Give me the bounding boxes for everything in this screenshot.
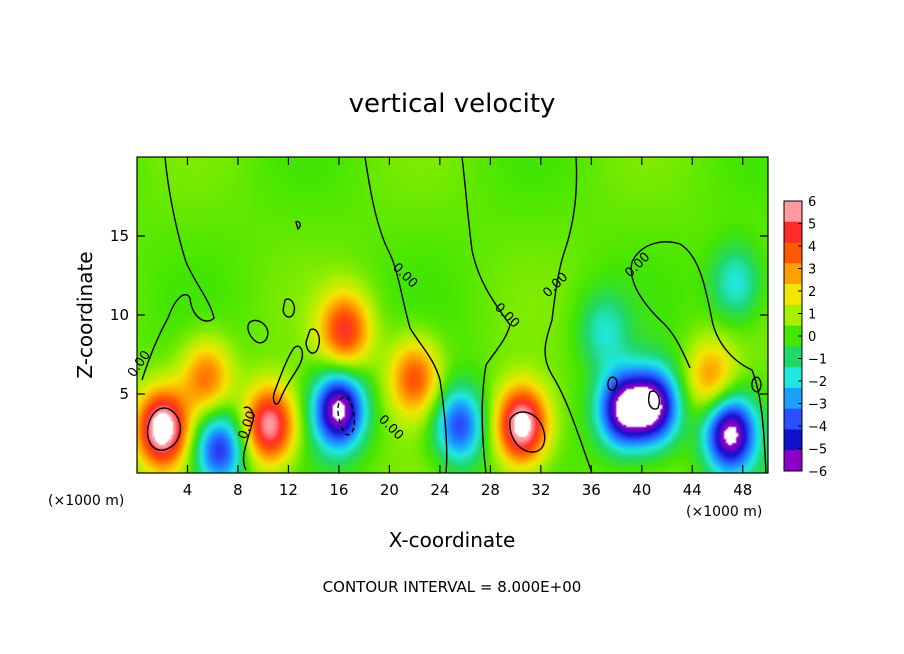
x-tick-label: 32 [531, 481, 550, 499]
x-tick-label: 8 [233, 481, 243, 499]
contour-line [630, 261, 691, 369]
colorbar-tick-label: −6 [808, 465, 827, 480]
colorbar-tick-label: −4 [808, 420, 827, 435]
colorbar-swatch [784, 408, 802, 430]
y-tick-label: 10 [110, 306, 129, 324]
contour-line [364, 157, 448, 473]
contour-lines [141, 157, 767, 473]
colorbar-tick-label: 1 [808, 308, 816, 323]
contour-line [461, 157, 511, 473]
contour-line [146, 407, 182, 451]
colorbar-swatch [784, 201, 802, 223]
contour-line [751, 376, 762, 393]
contour-line [272, 345, 304, 405]
colorbar-tick-label: 5 [808, 218, 816, 233]
y-axis-label: Z-coordinate [73, 251, 97, 378]
colorbar-tick-label: −1 [808, 353, 827, 368]
x-tick-label: 24 [430, 481, 449, 499]
contour-line [305, 328, 320, 354]
heatmap-image [137, 157, 768, 473]
colorbar-swatch [784, 346, 802, 368]
x-tick-label: 4 [183, 481, 193, 499]
colorbar-swatch [784, 325, 802, 347]
colorbar-tick-label: 4 [808, 240, 816, 255]
colorbar-swatch [784, 263, 802, 285]
contour-interval-note: CONTOUR INTERVAL = 8.000E+00 [323, 578, 582, 596]
colorbar-swatch [784, 242, 802, 264]
colorbar-swatch [784, 450, 802, 472]
x-tick-label: 20 [380, 481, 399, 499]
y-tick-label: 5 [119, 385, 129, 403]
colorbar-swatch [784, 367, 802, 389]
colorbar-tick-label: −2 [808, 375, 827, 390]
contour-line [242, 406, 254, 471]
contour-line [141, 157, 215, 381]
colorbar-tick-label: 3 [808, 263, 816, 278]
colorbar-tick-label: 6 [808, 195, 816, 210]
contour-line [544, 157, 593, 473]
x-unit-right: (×1000 m) [686, 504, 762, 520]
contour-line [607, 376, 618, 391]
x-tick-label: 12 [279, 481, 298, 499]
heatmap-field [137, 157, 768, 473]
colorbar-tick-label: 2 [808, 285, 816, 300]
contour-line [282, 298, 296, 318]
contour-line [631, 241, 767, 473]
x-tick-label: 28 [481, 481, 500, 499]
contour-line [295, 220, 301, 231]
x-tick-label: 48 [733, 481, 752, 499]
colorbar-tick-label: 0 [808, 330, 816, 345]
x-tick-label: 16 [329, 481, 348, 499]
colorbar: 6 5 4 3 2 1 0 −1 −2 −3 −4 −5 −6 [783, 195, 827, 480]
colorbar-swatch [784, 284, 802, 306]
chart-title: vertical velocity [349, 89, 556, 119]
colorbar-swatch [784, 304, 802, 327]
contour-line [648, 390, 660, 410]
x-tick-label: 44 [683, 481, 702, 499]
colorbar-tick-label: −5 [808, 443, 827, 458]
y-tick-label: 15 [110, 227, 129, 245]
x-axis: 4 8 12 16 20 24 28 32 36 40 44 48 [183, 157, 752, 499]
x-unit-left: (×1000 m) [48, 493, 124, 509]
y-axis: 5 10 15 [110, 227, 768, 403]
x-tick-label: 36 [582, 481, 601, 499]
x-tick-label: 40 [632, 481, 651, 499]
contour-line [337, 396, 356, 436]
colorbar-swatch [784, 429, 802, 451]
contour-line [247, 319, 269, 344]
colorbar-swatch [784, 387, 802, 410]
colorbar-swatch [784, 221, 802, 244]
contour-line [509, 411, 546, 453]
x-axis-label: X-coordinate [389, 528, 516, 552]
colorbar-tick-label: −3 [808, 398, 827, 413]
